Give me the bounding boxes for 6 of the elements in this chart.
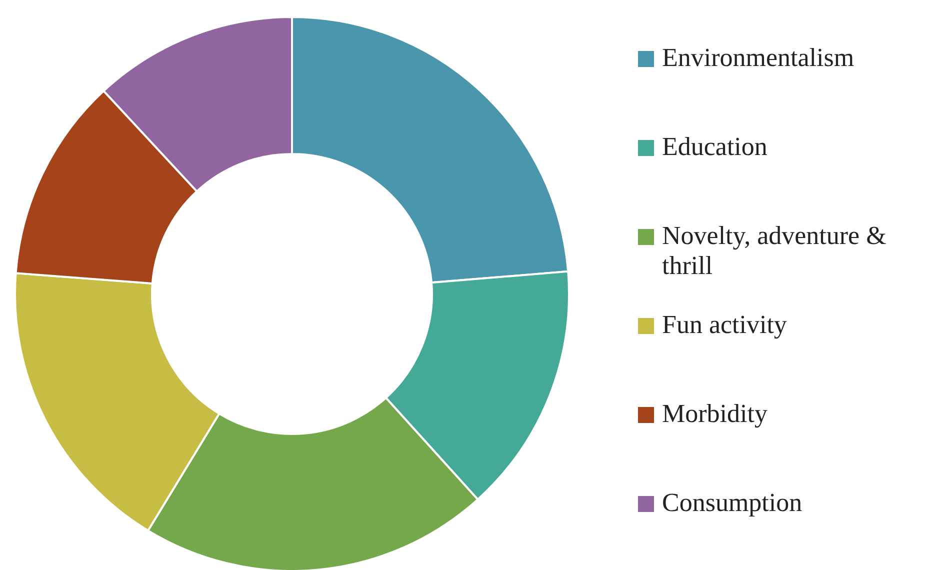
legend-label: Environmentalism [662, 42, 854, 72]
legend-label: Education [662, 132, 768, 161]
legend-label: Morbidity [662, 398, 768, 428]
legend-label: Novelty, adventure & thrill [662, 220, 886, 280]
legend-label: Fun activity [662, 310, 787, 339]
legend-label: Consumption [662, 488, 802, 517]
